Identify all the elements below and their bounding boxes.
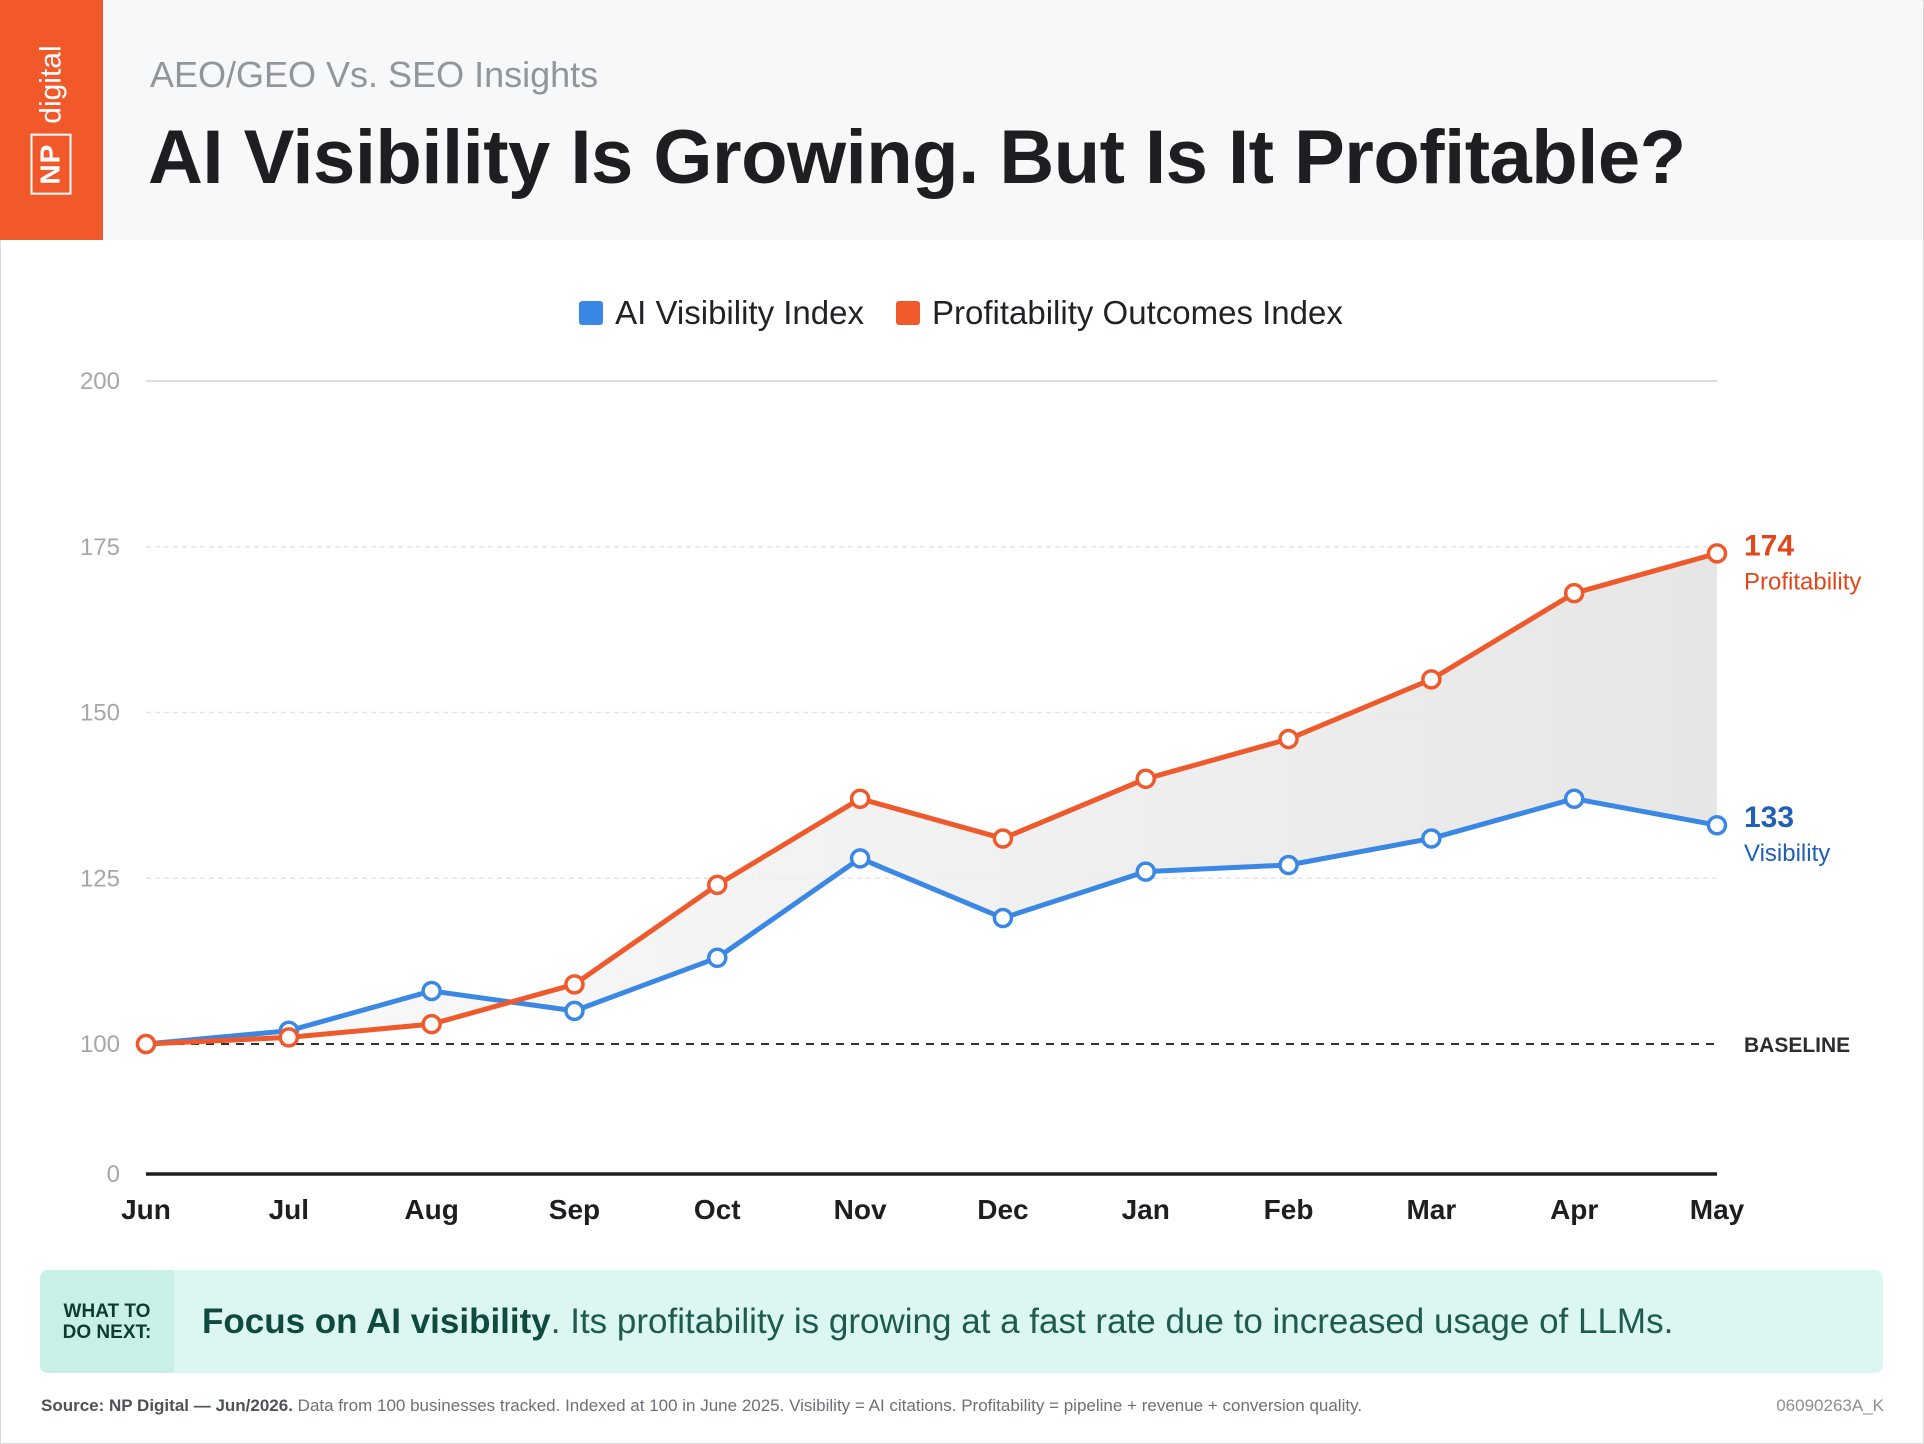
page-subtitle: AEO/GEO Vs. SEO Insights (150, 54, 599, 95)
line-chart: 0 100 125 150 175 200 BASELINE Jun Jul Aug Sep Oct N… (80, 368, 1861, 1225)
x-tick-label: May (1690, 1194, 1745, 1225)
visibility-point (1563, 788, 1585, 809)
x-tick-label: Dec (977, 1194, 1028, 1225)
x-tick-label: Aug (404, 1194, 458, 1225)
x-tick-label: Jun (121, 1194, 171, 1225)
y-tick-label: 150 (80, 700, 120, 727)
np-digital-logo: NP digital (0, 0, 103, 240)
x-tick-label: Feb (1264, 1194, 1314, 1225)
profitability-point (1706, 543, 1728, 564)
callout-body: . Its profitability is growing at a fast… (550, 1301, 1674, 1341)
visibility-point (1706, 814, 1728, 836)
profitability-end-label: Profitability (1744, 568, 1861, 595)
profitability-point (992, 828, 1014, 849)
gap-area (146, 553, 1717, 1044)
profitability-point (707, 874, 728, 896)
legend-swatch-visibility (579, 301, 604, 325)
y-tick-label: 125 (80, 865, 120, 892)
x-tick-label: Mar (1406, 1194, 1456, 1225)
what-to-do-next-callout: WHAT TO DO NEXT: Focus on AI visibility.… (40, 1270, 1883, 1373)
document-code: 06090263A_K (1776, 1396, 1884, 1415)
visibility-line (143, 796, 1720, 1047)
visibility-point (1421, 828, 1442, 849)
source-note: Source: NP Digital — Jun/2026. Data from… (41, 1396, 1362, 1416)
source-bold: Source: NP Digital — Jun/2026. (41, 1396, 293, 1415)
visibility-end-value: 133 (1744, 801, 1794, 834)
profitability-line (143, 550, 1720, 1047)
y-tick-label: 100 (80, 1031, 120, 1058)
profitability-end-value: 174 (1744, 529, 1794, 562)
visibility-end-label: Visibility (1744, 840, 1830, 867)
legend-item-visibility: AI Visibility Index (579, 294, 864, 332)
visibility-point (564, 1000, 585, 1022)
visibility-point (849, 848, 871, 869)
profitability-point (1278, 728, 1299, 750)
x-tick-label: Oct (694, 1194, 741, 1225)
visibility-point (1135, 861, 1156, 882)
profitability-point (1135, 768, 1156, 790)
legend-label-profitability: Profitability Outcomes Index (932, 294, 1343, 331)
callout-tag: WHAT TO DO NEXT: (40, 1270, 174, 1373)
profitability-point (135, 1033, 157, 1055)
chart-legend: AI Visibility Index Profitability Outcom… (0, 294, 1922, 332)
x-tick-label: Sep (549, 1194, 600, 1225)
y-tick-label: 0 (107, 1161, 120, 1188)
header: NP digital AEO/GEO Vs. SEO Insights AI V… (0, 0, 1922, 240)
visibility-point (421, 980, 442, 1002)
profitability-point (278, 1027, 300, 1048)
y-tick-label: 175 (80, 534, 120, 561)
callout-text: Focus on AI visibility. Its profitabilit… (202, 1270, 1673, 1373)
legend-item-profitability: Profitability Outcomes Index (896, 294, 1343, 332)
x-tick-label: Jul (269, 1194, 309, 1225)
x-tick-label: Jan (1122, 1194, 1170, 1225)
visibility-point (1278, 854, 1299, 876)
source-text: Data from 100 businesses tracked. Indexe… (292, 1396, 1363, 1415)
y-tick-label: 200 (80, 368, 120, 395)
profitability-point (1421, 669, 1442, 690)
x-tick-label: Nov (834, 1194, 887, 1225)
profitability-point (421, 1013, 442, 1035)
profitability-point (1563, 582, 1585, 604)
page-title: AI Visibility Is Growing. But Is It Prof… (148, 115, 1686, 200)
profitability-point (564, 974, 585, 995)
x-tick-label: Apr (1550, 1194, 1598, 1225)
baseline-label: BASELINE (1744, 1034, 1850, 1057)
callout-bold: Focus on AI visibility (202, 1301, 551, 1341)
profitability-point (849, 788, 871, 809)
visibility-point (707, 947, 728, 969)
legend-label-visibility: AI Visibility Index (615, 294, 864, 331)
legend-swatch-profitability (896, 301, 920, 325)
visibility-point (992, 907, 1014, 929)
